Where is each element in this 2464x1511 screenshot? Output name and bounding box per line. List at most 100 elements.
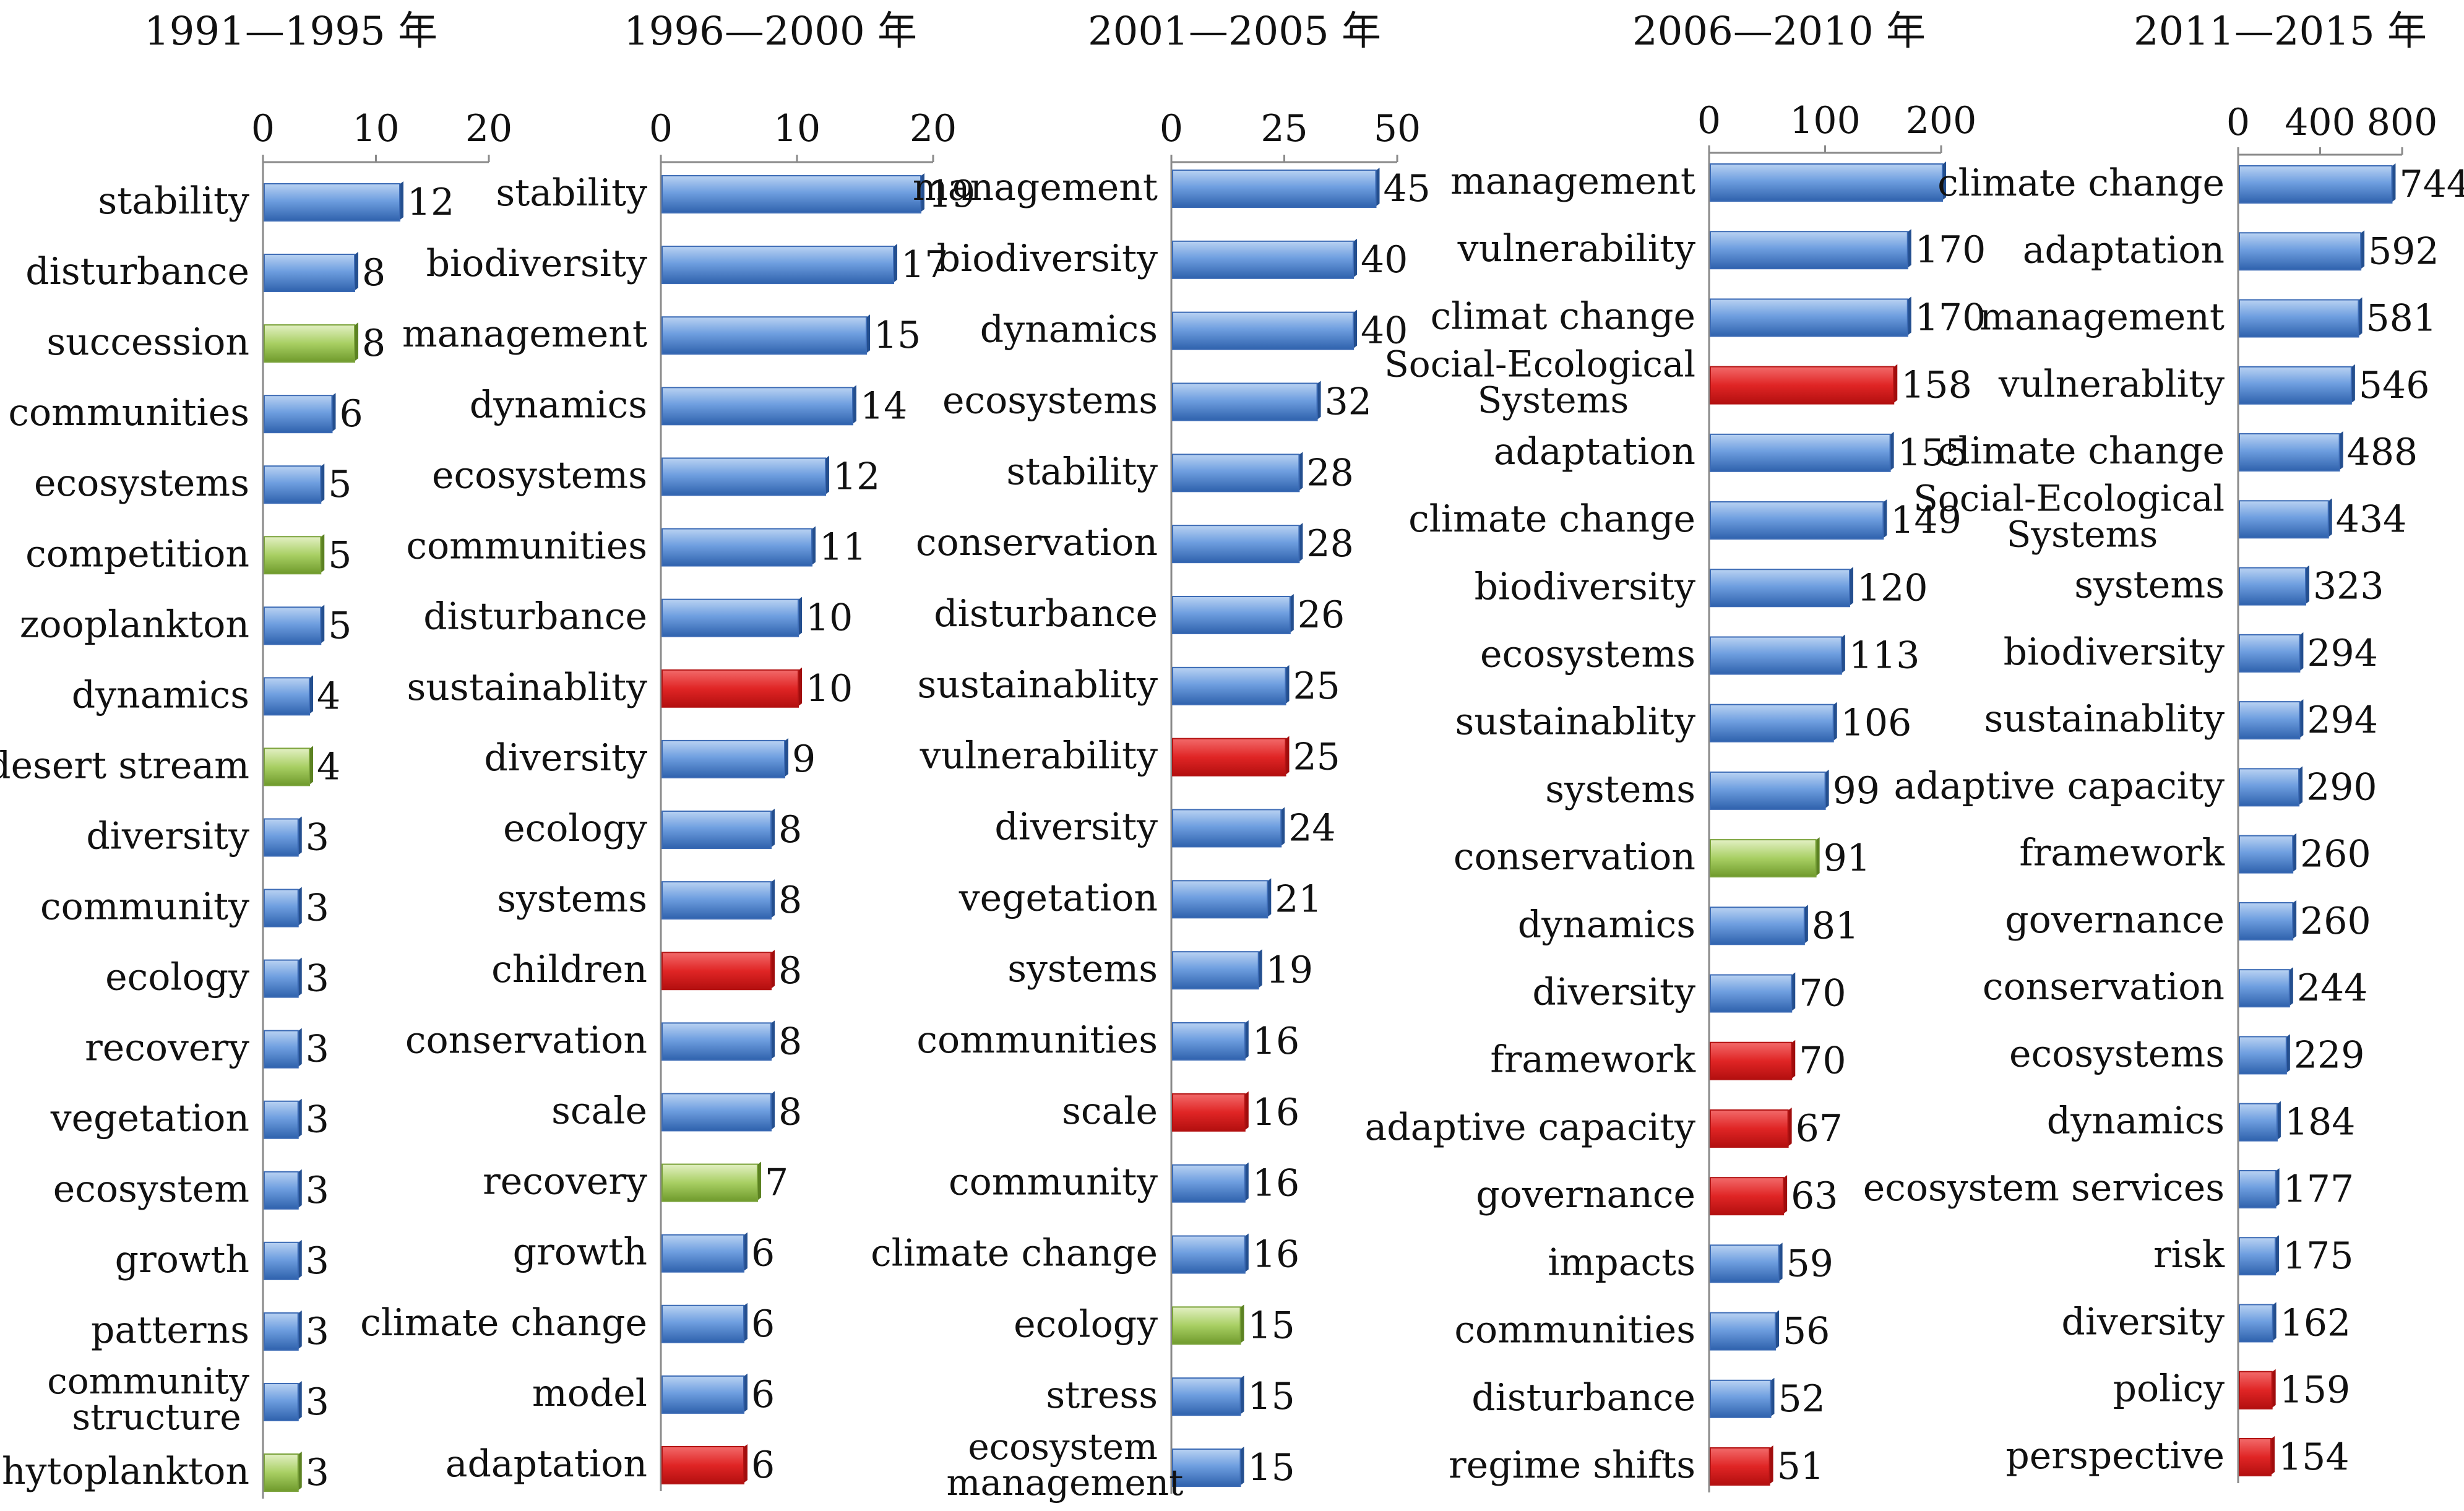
bar-value-label: 45	[1384, 167, 1431, 210]
category-label: ecosystems	[942, 379, 1158, 423]
bar-value-label: 8	[778, 808, 802, 851]
category-label: climat change	[1431, 295, 1695, 338]
bar-value-label: 244	[2297, 966, 2368, 1010]
bar	[2239, 165, 2393, 204]
bar-value-label: 592	[2368, 230, 2439, 273]
category-label: ecology	[503, 807, 647, 850]
x-tick-label: 0	[2226, 101, 2250, 144]
category-label: community	[40, 885, 249, 929]
category-label-line: Systems	[2007, 513, 2158, 555]
bar-value-label: 8	[778, 1020, 802, 1063]
category-label: framework	[2019, 832, 2225, 875]
bar	[661, 1446, 744, 1484]
bar-value-label: 3	[306, 1028, 329, 1071]
bar-value-label: 28	[1306, 451, 1353, 494]
bar	[1710, 771, 1826, 810]
bar	[1172, 170, 1377, 208]
bar	[1710, 704, 1834, 743]
category-label: ecosystems	[1480, 632, 1695, 676]
category-label: management	[1979, 296, 2225, 339]
bar	[2239, 567, 2306, 606]
category-label: systems	[1007, 947, 1158, 991]
bar-value-label: 106	[1841, 702, 1912, 745]
bar-value-label: 12	[407, 181, 454, 224]
category-label: ecosystem management	[947, 1426, 1184, 1504]
bar	[264, 395, 333, 434]
chart-title: 1991—1995 年	[144, 9, 437, 54]
category-label: ecosystem	[53, 1168, 249, 1211]
bar	[2239, 433, 2340, 472]
bar-value-label: 7	[765, 1161, 788, 1205]
bar-value-label: 8	[362, 251, 386, 295]
category-label: climate change	[360, 1301, 647, 1345]
bar-value-label: 6	[751, 1373, 775, 1416]
bar-value-label: 17	[901, 243, 948, 286]
bar-value-label: 294	[2307, 699, 2378, 742]
bar	[1710, 569, 1850, 608]
category-label: systems	[2074, 564, 2225, 607]
category-label: succession	[46, 321, 249, 364]
category-label: scale	[551, 1089, 647, 1132]
bar	[1172, 880, 1269, 919]
bar	[2239, 1371, 2273, 1410]
bar	[264, 1171, 299, 1210]
bar-value-label: 155	[1898, 431, 1969, 475]
category-label: communities	[8, 391, 249, 434]
x-tick-label: 400	[2285, 101, 2356, 144]
bar-value-label: 175	[2283, 1234, 2354, 1278]
bar	[2239, 902, 2294, 941]
bar-value-label: 24	[1288, 807, 1335, 850]
category-label-line: community	[47, 1360, 249, 1402]
bar-value-label: 8	[778, 949, 802, 992]
bar-value-label: 154	[2278, 1436, 2350, 1479]
category-label: recovery	[483, 1160, 647, 1203]
bar	[1710, 1177, 1785, 1216]
bar-value-label: 8	[362, 322, 386, 365]
bar-value-label: 170	[1915, 228, 1986, 272]
bar	[1172, 1306, 1241, 1345]
bar-value-label: 52	[1778, 1377, 1825, 1421]
category-label: ecology	[105, 956, 249, 999]
bar-value-label: 15	[1248, 1375, 1295, 1418]
bar-value-label: 744	[2399, 163, 2464, 206]
category-label: impacts	[1548, 1241, 1695, 1284]
bar-value-label: 10	[806, 667, 853, 710]
bar-value-label: 9	[792, 738, 816, 781]
bar-value-label: 81	[1812, 904, 1859, 947]
category-label: climate change	[1408, 497, 1695, 541]
bar-value-label: 3	[306, 1169, 329, 1212]
category-label: diversity	[994, 806, 1158, 849]
bar-value-label: 40	[1361, 238, 1408, 282]
bar	[2239, 835, 2294, 874]
chart-panel: 2011—2015 年 0 400 800 744 climate change 592 ad…	[1863, 9, 2464, 1483]
bar	[661, 1304, 744, 1343]
bar-value-label: 113	[1849, 634, 1920, 677]
bar	[2239, 768, 2300, 807]
category-label: scale	[1062, 1090, 1158, 1133]
bar	[2239, 1169, 2277, 1208]
bar	[2239, 299, 2359, 338]
bar-value-label: 158	[1901, 364, 1972, 407]
x-tick-label: 0	[251, 107, 275, 150]
bar-value-label: 6	[751, 1444, 775, 1487]
category-label: governance	[1476, 1173, 1695, 1216]
bar	[1172, 951, 1259, 990]
bar-value-label: 15	[1248, 1304, 1295, 1347]
bar-value-label: 434	[2336, 497, 2407, 541]
category-label: communities	[406, 525, 647, 568]
bar	[661, 528, 812, 567]
bar-value-label: 15	[1248, 1446, 1295, 1489]
category-label: stability	[496, 171, 647, 215]
bar	[264, 677, 310, 716]
category-label: Social-Ecological Systems	[1913, 477, 2225, 555]
category-label: biodiversity	[2004, 631, 2225, 674]
bar-value-label: 10	[806, 596, 853, 640]
category-label: conservation	[1983, 965, 2225, 1009]
bar	[1172, 382, 1318, 421]
bar-value-label: 8	[778, 879, 802, 922]
bar-value-label: 3	[306, 1239, 329, 1283]
category-label: dynamics	[2047, 1100, 2225, 1143]
category-label: dynamics	[980, 308, 1158, 351]
